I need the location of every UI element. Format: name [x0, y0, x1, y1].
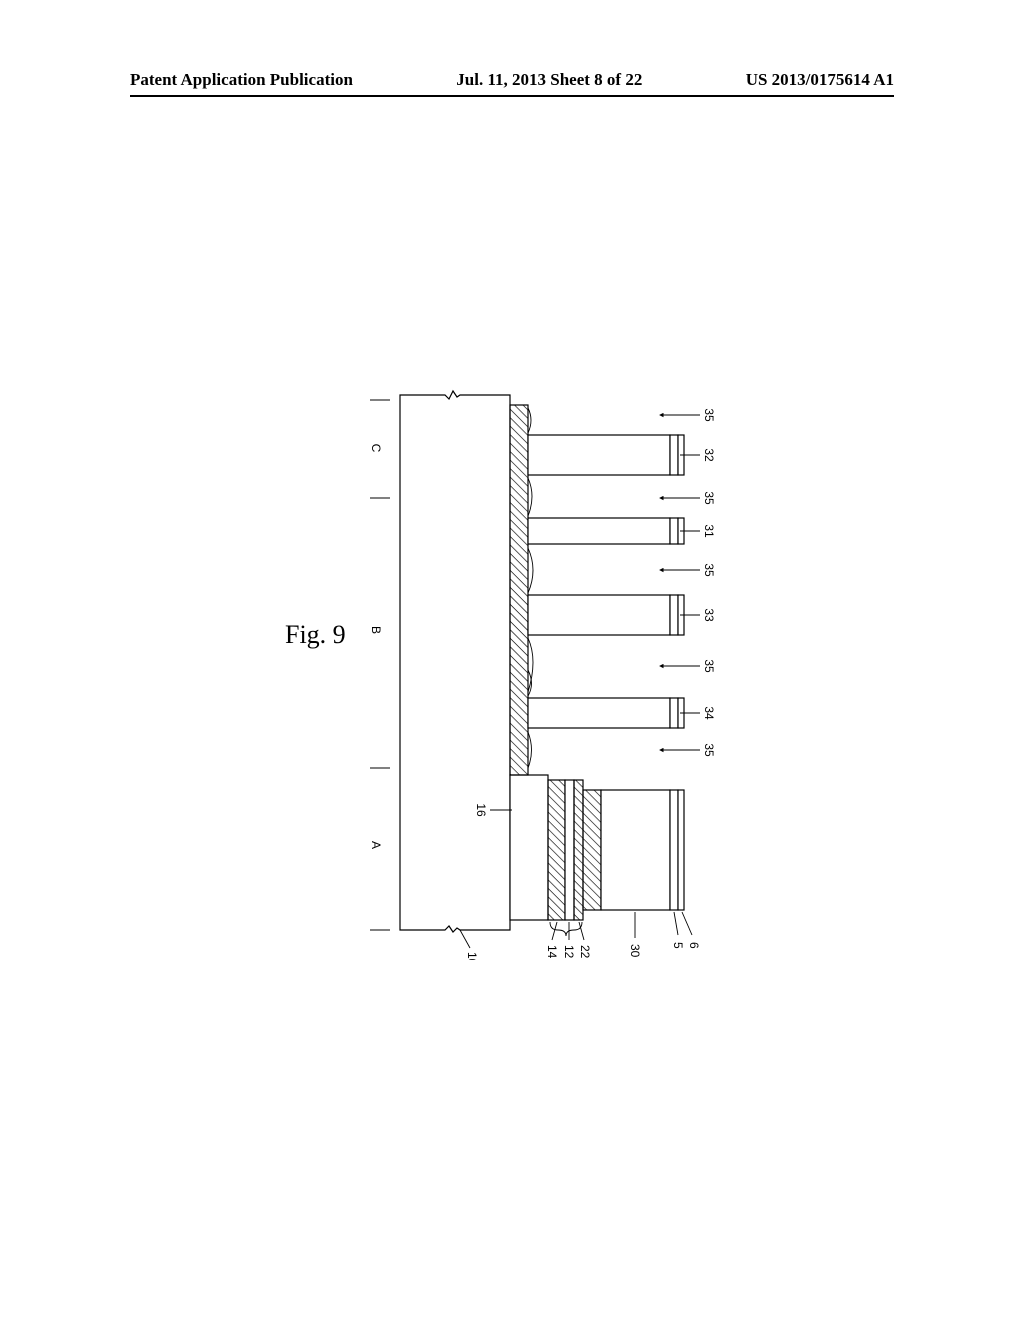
- fin-31: [528, 518, 684, 544]
- svg-text:35: 35: [702, 408, 716, 422]
- lbl-31: 31: [702, 524, 716, 538]
- svg-text:35: 35: [702, 743, 716, 757]
- svg-text:35: 35: [702, 491, 716, 505]
- layer-14: [548, 780, 565, 920]
- hatched-bar: [510, 405, 528, 775]
- lbl-5: 5: [671, 942, 685, 949]
- lbl-12: 12: [562, 945, 576, 959]
- layer-22: [574, 780, 583, 920]
- figure-svg: A B C 35 35 35 35 35 34 33 31 32 6 5: [320, 370, 760, 960]
- lbl-30: 30: [628, 944, 642, 958]
- header-right: US 2013/0175614 A1: [746, 70, 894, 90]
- region-C: C: [369, 444, 383, 453]
- header-rule: [130, 95, 894, 97]
- fin-32: [528, 408, 684, 516]
- mesa-16: [510, 775, 548, 920]
- lbl-10: 10: [465, 952, 479, 960]
- substrate: [400, 391, 510, 932]
- stack-30: [583, 790, 684, 910]
- lbl-6: 6: [687, 942, 701, 949]
- lbl-22: 22: [578, 945, 592, 959]
- lbl-14: 14: [545, 945, 559, 959]
- lbl-16: 16: [474, 803, 488, 817]
- region-B: B: [369, 626, 383, 634]
- figure-container: A B C 35 35 35 35 35 34 33 31 32 6 5: [320, 370, 760, 960]
- fin-34: [528, 670, 684, 768]
- header-center: Jul. 11, 2013 Sheet 8 of 22: [456, 70, 642, 90]
- header: Patent Application Publication Jul. 11, …: [0, 70, 1024, 90]
- region-A: A: [369, 841, 383, 849]
- lbl-34: 34: [702, 706, 716, 720]
- svg-text:35: 35: [702, 563, 716, 577]
- layer-12: [565, 780, 574, 920]
- lbl-32: 32: [702, 448, 716, 462]
- svg-text:35: 35: [702, 659, 716, 673]
- lbl-33: 33: [702, 608, 716, 622]
- header-left: Patent Application Publication: [130, 70, 353, 90]
